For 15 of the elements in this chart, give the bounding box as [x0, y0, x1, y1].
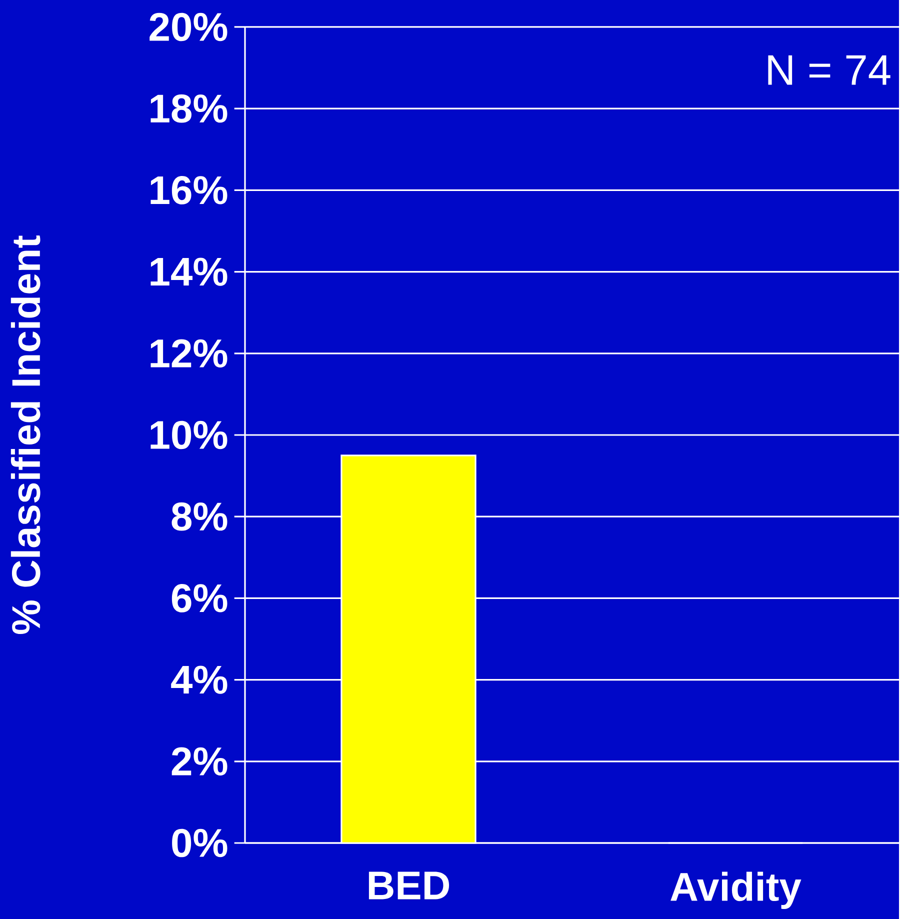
y-tick-label: 16%: [150, 176, 228, 204]
y-tick-label: 18%: [150, 94, 228, 123]
annotation: N = 74: [768, 55, 890, 85]
x-tick-label: Avidity: [670, 872, 802, 909]
y-tick-label: 6%: [172, 584, 228, 612]
y-tick-label: 20%: [150, 12, 228, 42]
y-tick-label: 10%: [150, 420, 228, 450]
y-tick-label: 14%: [150, 258, 228, 286]
y-tick-label: 2%: [172, 747, 228, 776]
x-tick-label: BED: [369, 872, 450, 900]
y-tick-label: 12%: [150, 339, 228, 368]
y-tick-label: 4%: [171, 666, 228, 694]
y-tick-label: 8%: [172, 502, 228, 531]
y-axis-title: % Classified Incident: [11, 235, 40, 634]
y-tick-label: 0%: [172, 828, 228, 858]
